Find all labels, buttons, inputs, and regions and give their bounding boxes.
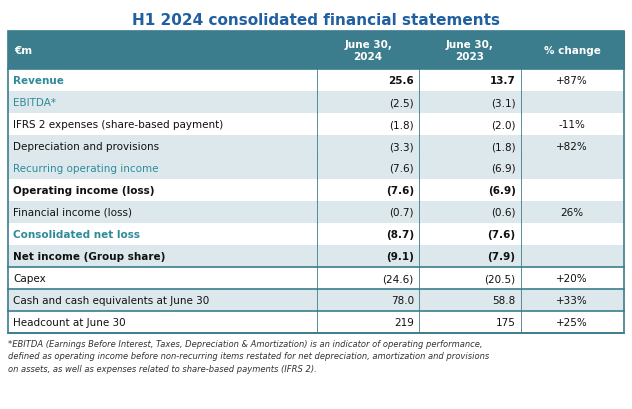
Text: Capex: Capex	[13, 273, 46, 283]
Text: June 30,
2024: June 30, 2024	[344, 40, 392, 62]
Text: €m: €m	[14, 46, 32, 56]
Text: Headcount at June 30: Headcount at June 30	[13, 317, 126, 327]
Bar	[8, 311, 624, 333]
Text: (24.6): (24.6)	[382, 273, 414, 283]
Bar	[8, 202, 624, 223]
Bar	[8, 267, 624, 289]
Text: 13.7: 13.7	[490, 76, 516, 86]
Text: Operating income (loss): Operating income (loss)	[13, 186, 154, 196]
Text: *EBITDA (Earnings Before Interest, Taxes, Depreciation & Amortization) is an ind: *EBITDA (Earnings Before Interest, Taxes…	[8, 339, 489, 373]
Text: +20%: +20%	[556, 273, 588, 283]
Bar	[8, 157, 624, 180]
Text: +25%: +25%	[556, 317, 588, 327]
Text: 219: 219	[394, 317, 414, 327]
Bar	[8, 289, 624, 311]
Text: +87%: +87%	[556, 76, 588, 86]
Text: (20.5): (20.5)	[484, 273, 516, 283]
Text: (3.1): (3.1)	[491, 98, 516, 108]
Text: -11%: -11%	[559, 120, 586, 130]
Text: (2.0): (2.0)	[491, 120, 516, 130]
Bar	[8, 92, 624, 114]
Bar	[8, 114, 624, 136]
Text: 175: 175	[495, 317, 516, 327]
Text: Recurring operating income: Recurring operating income	[13, 164, 159, 173]
Text: EBITDA*: EBITDA*	[13, 98, 56, 108]
Text: (6.9): (6.9)	[488, 186, 516, 196]
Text: 58.8: 58.8	[492, 295, 516, 305]
Bar	[419, 32, 521, 70]
Text: (1.8): (1.8)	[491, 142, 516, 152]
Text: (7.6): (7.6)	[487, 229, 516, 239]
Text: (1.8): (1.8)	[389, 120, 414, 130]
Bar	[8, 32, 317, 70]
Text: (6.9): (6.9)	[491, 164, 516, 173]
Text: H1 2024 consolidated financial statements: H1 2024 consolidated financial statement…	[132, 13, 500, 28]
Text: +82%: +82%	[556, 142, 588, 152]
Text: % change: % change	[544, 46, 600, 56]
Text: Consolidated net loss: Consolidated net loss	[13, 229, 140, 239]
Text: (7.9): (7.9)	[487, 252, 516, 261]
Text: +33%: +33%	[556, 295, 588, 305]
Text: (0.6): (0.6)	[491, 207, 516, 218]
Bar	[8, 70, 624, 92]
Text: Revenue: Revenue	[13, 76, 64, 86]
Text: (3.3): (3.3)	[389, 142, 414, 152]
Bar	[521, 32, 624, 70]
Bar	[317, 32, 419, 70]
Text: (7.6): (7.6)	[389, 164, 414, 173]
Text: June 30,
2023: June 30, 2023	[446, 40, 494, 62]
Text: (2.5): (2.5)	[389, 98, 414, 108]
Bar	[8, 245, 624, 267]
Bar	[8, 136, 624, 157]
Text: 78.0: 78.0	[391, 295, 414, 305]
Text: (7.6): (7.6)	[386, 186, 414, 196]
Bar	[8, 223, 624, 245]
Text: Financial income (loss): Financial income (loss)	[13, 207, 132, 218]
Text: (9.1): (9.1)	[386, 252, 414, 261]
Text: Net income (Group share): Net income (Group share)	[13, 252, 166, 261]
Text: (8.7): (8.7)	[386, 229, 414, 239]
Text: (0.7): (0.7)	[389, 207, 414, 218]
Text: Depreciation and provisions: Depreciation and provisions	[13, 142, 159, 152]
Bar	[8, 32, 624, 333]
Text: Cash and cash equivalents at June 30: Cash and cash equivalents at June 30	[13, 295, 209, 305]
Bar	[8, 180, 624, 202]
Text: 26%: 26%	[561, 207, 584, 218]
Text: 25.6: 25.6	[388, 76, 414, 86]
Text: IFRS 2 expenses (share-based payment): IFRS 2 expenses (share-based payment)	[13, 120, 223, 130]
